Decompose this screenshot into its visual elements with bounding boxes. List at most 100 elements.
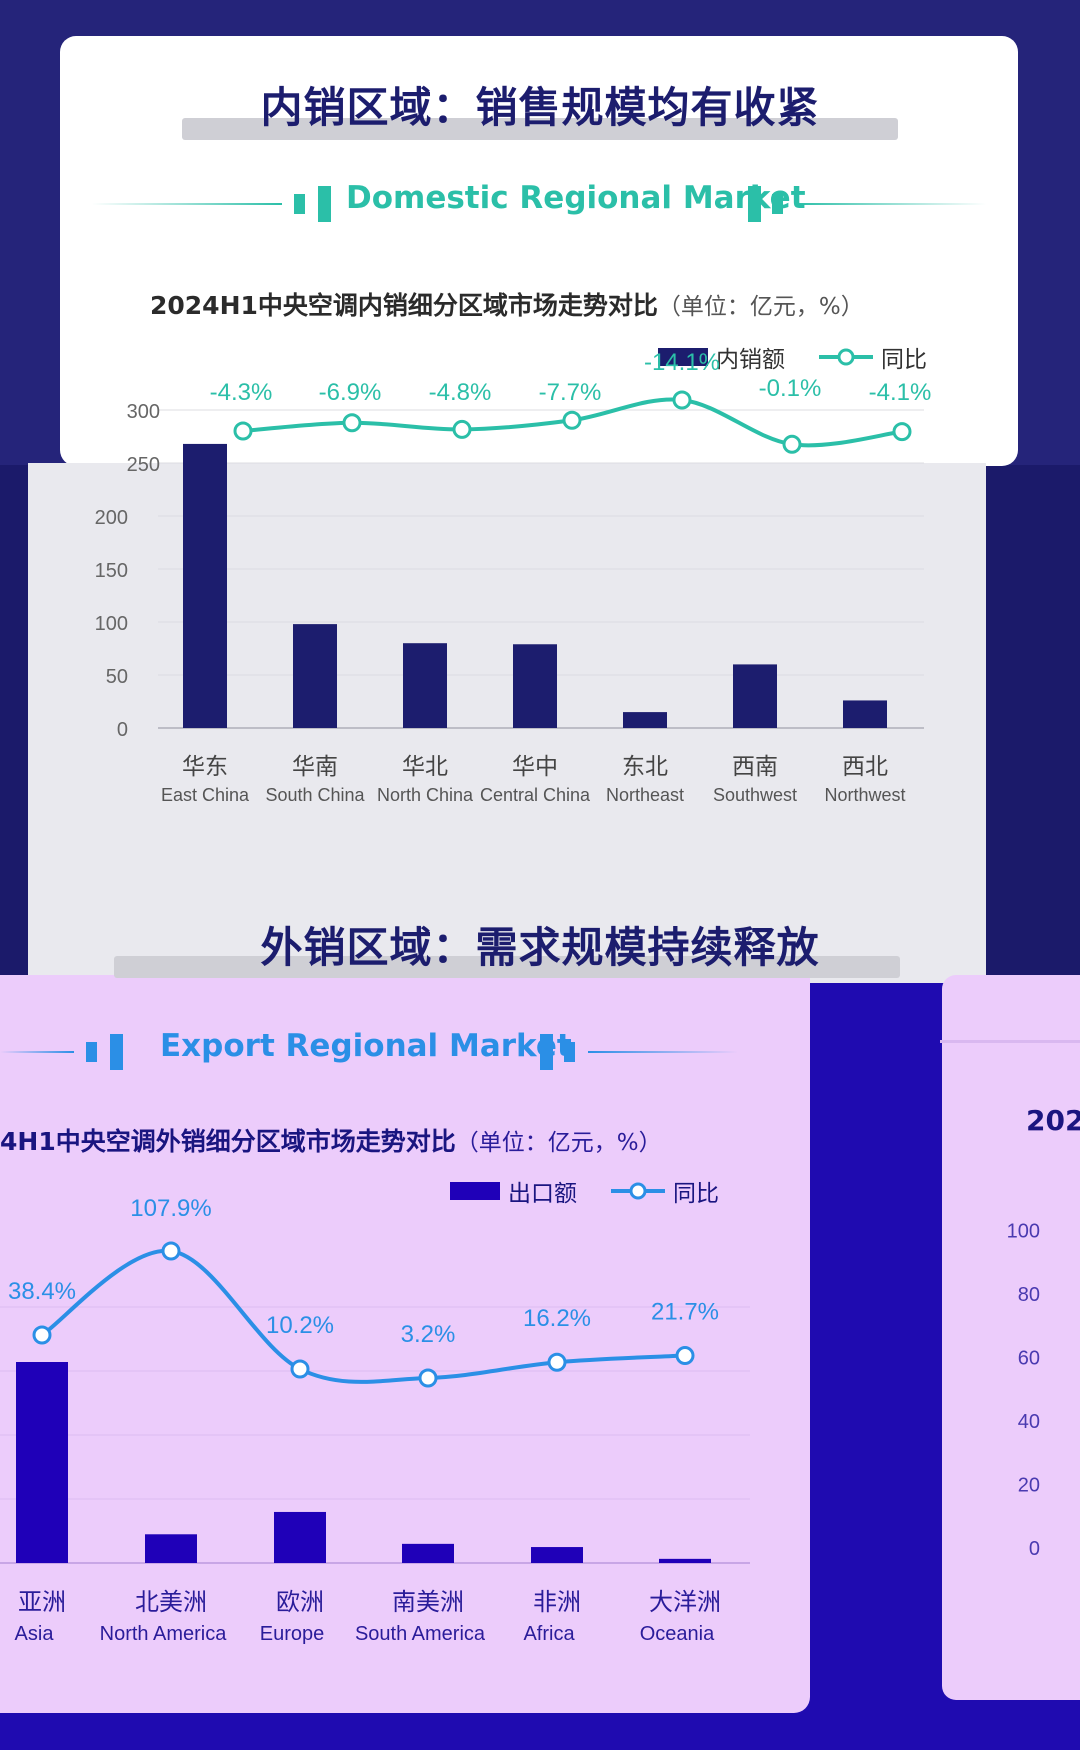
y-tick-label: 100 (1007, 1221, 1040, 1243)
yoy-point (342, 413, 362, 433)
x-tick-label-en: South America (355, 1623, 486, 1645)
y-tick-label: 200 (95, 507, 128, 529)
yoy-point (892, 422, 912, 442)
yoy-data-label: -6.9% (319, 379, 382, 406)
yoy-data-label: -14.1% (644, 349, 720, 376)
export-deco-block-icon (110, 1034, 123, 1070)
y-tick-label: 20 (1018, 1475, 1040, 1497)
yoy-point (418, 1368, 438, 1388)
x-tick-label: 南美洲 (392, 1588, 464, 1616)
x-tick-label: 华中 (512, 754, 558, 780)
bar (531, 1547, 583, 1563)
yoy-data-label: 3.2% (401, 1321, 456, 1348)
x-tick-label: 非洲 (533, 1588, 581, 1616)
yoy-data-label: -7.7% (539, 379, 602, 406)
legend-bar-swatch (658, 348, 708, 366)
export-card-right (942, 975, 1080, 1700)
export-deco-block-icon (86, 1042, 97, 1062)
export-heading: 外销区域：需求规模持续释放 (260, 923, 820, 972)
y-tick-label: 80 (1018, 1284, 1040, 1306)
x-tick-label: 亚洲 (18, 1588, 66, 1616)
right-card-divider (940, 1040, 1080, 1043)
x-tick-label: 欧洲 (276, 1588, 324, 1616)
export-subheading: Export Regional Market (160, 1028, 572, 1064)
export-chart-title: 4H1中央空调外销细分区域市场走势对比（单位：亿元，%） (0, 1122, 662, 1158)
bar (16, 1362, 68, 1563)
x-tick-label-en: Northeast (606, 785, 684, 805)
x-tick-label: 大洋洲 (649, 1588, 721, 1616)
domestic-title-underline (182, 118, 898, 140)
domestic-heading: 内销区域：销售规模均有收紧 (260, 83, 820, 132)
legend-bar-label: 内销额 (716, 347, 785, 373)
bar (183, 443, 227, 728)
y-tick-label: 40 (1018, 1411, 1040, 1433)
bar (274, 1511, 326, 1563)
x-tick-label: 西北 (842, 754, 888, 780)
yoy-point (782, 434, 802, 454)
legend-line-swatch (819, 347, 873, 367)
x-tick-label: 西南 (732, 754, 778, 780)
export-deco-block-icon (564, 1042, 575, 1062)
yoy-data-label: 16.2% (523, 1305, 591, 1332)
legend-bar-swatch (450, 1182, 500, 1200)
yoy-point (452, 419, 472, 439)
export-subheading-line-left (0, 1051, 74, 1053)
export-chart-unit: （单位：亿元，%） (455, 1130, 662, 1156)
yoy-point (562, 410, 582, 430)
domestic-deco-block-icon (748, 186, 761, 222)
export-deco-block-icon (540, 1034, 553, 1070)
x-tick-label-en: Southwest (713, 785, 797, 805)
yoy-point (233, 421, 253, 441)
bar (145, 1534, 197, 1563)
yoy-data-label: 21.7% (651, 1299, 719, 1326)
bar (659, 1558, 711, 1563)
yoy-data-label: 107.9% (130, 1195, 211, 1222)
domestic-deco-block-icon (318, 186, 331, 222)
x-tick-label: 北美洲 (135, 1588, 207, 1616)
domestic-chart-title-text: 2024H1中央空调内销细分区域市场走势对比 (150, 291, 658, 320)
bar (623, 712, 667, 728)
y-tick-label: 0 (117, 719, 128, 741)
x-tick-label-en: North America (100, 1623, 228, 1645)
yoy-data-label: -4.8% (429, 379, 492, 406)
bar (513, 644, 557, 728)
x-tick-label-en: East China (161, 785, 250, 805)
domestic-subheading-line-right (796, 203, 986, 205)
legend-line-label: 同比 (881, 347, 927, 373)
yoy-point (675, 1346, 695, 1366)
y-tick-label: 300 (127, 401, 160, 423)
x-tick-label: 华南 (292, 754, 338, 780)
x-tick-label: 东北 (622, 754, 668, 780)
x-tick-label-en: Europe (260, 1623, 325, 1645)
domestic-chart-unit: （单位：亿元，%） (657, 294, 864, 320)
x-tick-label-en: Oceania (640, 1623, 715, 1645)
export-card (0, 975, 810, 1713)
domestic-card-top (60, 36, 1018, 466)
export-chart-title-text: 4H1中央空调外销细分区域市场走势对比 (0, 1127, 456, 1156)
domestic-deco-block-icon (294, 194, 305, 214)
y-tick-label: 0 (1029, 1538, 1040, 1560)
legend-line-swatch (611, 1181, 665, 1201)
legend-bar-label: 出口额 (508, 1181, 577, 1207)
yoy-point (547, 1352, 567, 1372)
bar (843, 700, 887, 728)
bar (403, 643, 447, 728)
x-tick-label-en: Central China (480, 785, 591, 805)
domestic-subheading-line-left (92, 203, 282, 205)
domestic-chart-title: 2024H1中央空调内销细分区域市场走势对比（单位：亿元，%） (150, 286, 864, 322)
legend-line-label: 同比 (673, 1181, 719, 1207)
yoy-point (32, 1325, 52, 1345)
x-tick-label-en: North China (377, 785, 474, 805)
yoy-point (290, 1359, 310, 1379)
yoy-data-label: 38.4% (8, 1278, 76, 1305)
right-chart-title: 2024 (1026, 1104, 1080, 1137)
domestic-deco-block-icon (772, 194, 783, 214)
yoy-data-label: -0.1% (759, 375, 822, 402)
x-tick-label: 华东 (182, 754, 228, 780)
x-tick-label-en: Northwest (824, 785, 905, 805)
x-tick-label: 华北 (402, 754, 448, 780)
bar (402, 1543, 454, 1563)
